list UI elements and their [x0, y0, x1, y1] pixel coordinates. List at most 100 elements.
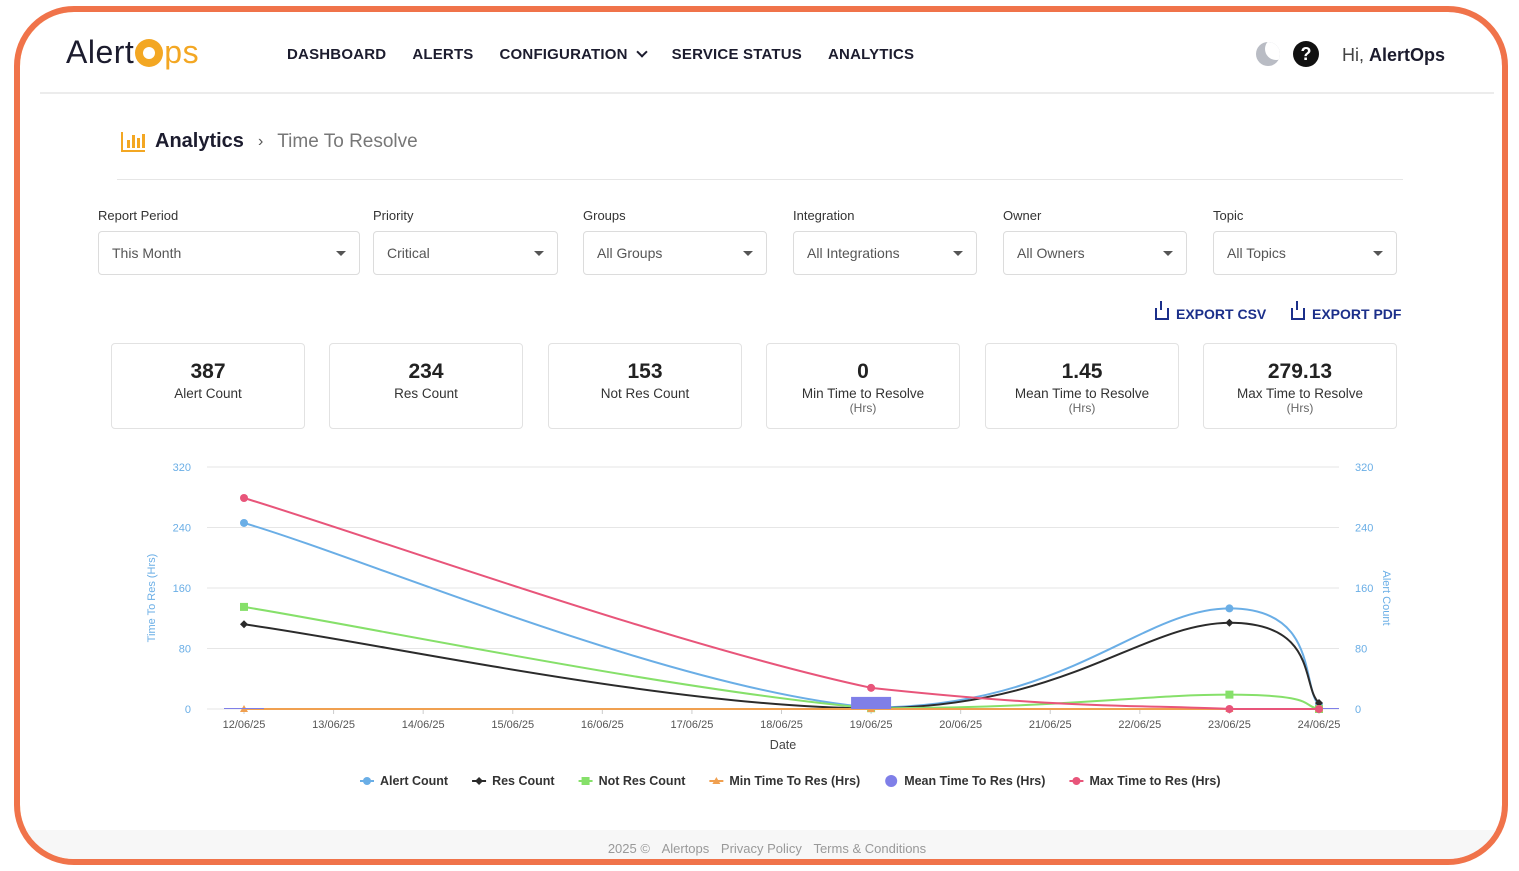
divider — [117, 179, 1403, 180]
point-res-count — [1315, 698, 1323, 707]
legend-label-res-count: Res Count — [492, 774, 555, 788]
y-tick-label-left: 240 — [173, 523, 191, 535]
x-tick-label: 16/06/25 — [581, 719, 624, 731]
download-icon — [1291, 301, 1305, 320]
nav-configuration-label: CONFIGURATION — [499, 46, 628, 63]
nav-service-status[interactable]: SERVICE STATUS — [671, 46, 802, 63]
stat-label: Max Time to Resolve — [1236, 386, 1364, 401]
stat-card-max-time: 279.13 Max Time to Resolve (Hrs) — [1203, 343, 1397, 429]
top-navigation-bar: Alert ps DASHBOARD ALERTS CONFIGURATION S… — [40, 12, 1494, 94]
stat-value: 153 — [627, 360, 663, 383]
nav-analytics[interactable]: ANALYTICS — [828, 46, 915, 63]
bar-mean-time-to-res-hrs — [851, 696, 892, 709]
chevron-right-icon: › — [257, 132, 264, 150]
logo-clock-icon — [135, 39, 164, 67]
stat-label: Min Time to Resolve — [801, 386, 925, 401]
footer-company-link[interactable]: Alertops — [661, 841, 710, 856]
priority-select[interactable]: Critical — [373, 231, 558, 275]
export-csv-button[interactable]: EXPORT CSV — [1155, 301, 1267, 322]
y-tick-label-right: 320 — [1355, 462, 1373, 474]
nav-dashboard[interactable]: DASHBOARD — [287, 46, 387, 63]
stat-card-alert-count: 387 Alert Count — [111, 343, 305, 429]
legend-marker-min-time-to-res-hrs — [712, 777, 721, 784]
filter-label: Integration — [793, 208, 855, 223]
filter-label: Owner — [1003, 208, 1042, 223]
x-tick-label: 19/06/25 — [850, 719, 893, 731]
footer-privacy-link[interactable]: Privacy Policy — [720, 841, 802, 856]
point-max-time-to-res-hrs — [867, 683, 876, 692]
filter-groups: Groups All Groups — [583, 208, 767, 275]
greeting-prefix: Hi, — [1342, 45, 1364, 65]
y-tick-label-right: 80 — [1355, 644, 1367, 656]
stat-label: Alert Count — [174, 386, 242, 401]
stat-value: 279.13 — [1267, 360, 1333, 383]
filter-report-period: Report Period This Month — [98, 208, 360, 275]
export-pdf-button[interactable]: EXPORT PDF — [1291, 301, 1402, 322]
stat-unit: (Hrs) — [1286, 401, 1314, 415]
point-max-time-to-res-hrs — [1225, 705, 1234, 713]
nav-configuration[interactable]: CONFIGURATION — [499, 46, 648, 63]
legend-marker-not-res-count — [581, 777, 590, 785]
topic-select[interactable]: All Topics — [1213, 231, 1397, 275]
point-max-time-to-res-hrs — [1315, 705, 1323, 713]
bar-mean-time-to-res-hrs — [224, 708, 264, 709]
filter-topic: Topic All Topics — [1213, 208, 1397, 275]
x-axis-label: Date — [770, 738, 796, 752]
owner-select[interactable]: All Owners — [1003, 231, 1187, 275]
legend-label-mean-time-to-res-hrs: Mean Time To Res (Hrs) — [904, 774, 1045, 788]
user-name: AlertOps — [1369, 45, 1446, 65]
time-to-resolve-chart: 0 0 80 80 160 160 240 240 320 320 12/06/25 13/06/25… — [146, 462, 1392, 788]
stat-card-res-count: 234 Res Count — [329, 343, 523, 429]
line-res-count — [243, 621, 1320, 710]
line-max-time-to-res-hrs — [243, 497, 1319, 710]
export-csv-label: EXPORT CSV — [1176, 306, 1267, 322]
main-nav: DASHBOARD ALERTS CONFIGURATION SERVICE S… — [287, 46, 914, 63]
filter-label: Groups — [583, 208, 626, 223]
x-tick-label: 24/06/25 — [1298, 719, 1341, 731]
stat-unit: (Hrs) — [1068, 401, 1096, 415]
x-tick-label: 20/06/25 — [939, 719, 982, 731]
moon-icon[interactable] — [1256, 42, 1280, 66]
logo-text-tail: ps — [164, 34, 200, 70]
stat-value: 234 — [408, 360, 444, 383]
footer-terms-link[interactable]: Terms & Conditions — [813, 841, 927, 856]
stat-value: 387 — [190, 360, 226, 383]
filter-integration: Integration All Integrations — [793, 208, 977, 275]
point-alert-count — [1225, 604, 1234, 613]
filter-label: Report Period — [98, 208, 179, 223]
question-icon[interactable]: ? — [1293, 41, 1319, 67]
x-tick-label: 23/06/25 — [1208, 719, 1251, 731]
y-axis-label-right: Alert Count — [1380, 570, 1392, 625]
y-tick-label-right: 240 — [1355, 523, 1373, 535]
groups-select[interactable]: All Groups — [583, 231, 767, 275]
stat-label: Res Count — [394, 386, 458, 401]
point-not-res-count — [1225, 690, 1234, 699]
legend-marker-res-count — [475, 777, 484, 785]
breadcrumb-analytics[interactable]: Analytics — [155, 130, 244, 152]
filter-label: Priority — [373, 208, 414, 223]
point-max-time-to-res-hrs — [240, 494, 248, 503]
footer: 2025 © Alertops Privacy Policy Terms & C… — [20, 830, 1502, 859]
point-alert-count — [240, 518, 248, 527]
page-title: Time To Resolve — [277, 130, 418, 152]
line-alert-count — [243, 522, 1320, 709]
breadcrumb: Analytics › Time To Resolve — [121, 130, 418, 153]
y-tick-label-left: 160 — [173, 583, 191, 595]
x-tick-label: 13/06/25 — [312, 719, 355, 731]
point-res-count — [1225, 618, 1234, 627]
alertops-logo[interactable]: Alert ps — [66, 34, 199, 71]
integration-select[interactable]: All Integrations — [793, 231, 977, 275]
stat-value: 0 — [857, 360, 869, 383]
legend-marker-alert-count — [363, 777, 371, 785]
x-tick-label: 14/06/25 — [402, 719, 445, 731]
user-greeting[interactable]: Hi, AlertOps — [1342, 45, 1445, 66]
legend-marker-mean-time-to-res-hrs — [885, 775, 898, 787]
export-pdf-label: EXPORT PDF — [1312, 306, 1402, 322]
filter-priority: Priority Critical — [373, 208, 558, 275]
nav-alerts[interactable]: ALERTS — [412, 46, 474, 63]
report-period-select[interactable]: This Month — [98, 231, 360, 275]
legend-marker-max-time-to-res-hrs — [1072, 777, 1081, 785]
y-tick-label-left: 0 — [185, 704, 191, 716]
chevron-down-icon — [636, 46, 648, 58]
legend-label-max-time-to-res-hrs: Max Time to Res (Hrs) — [1089, 774, 1220, 788]
